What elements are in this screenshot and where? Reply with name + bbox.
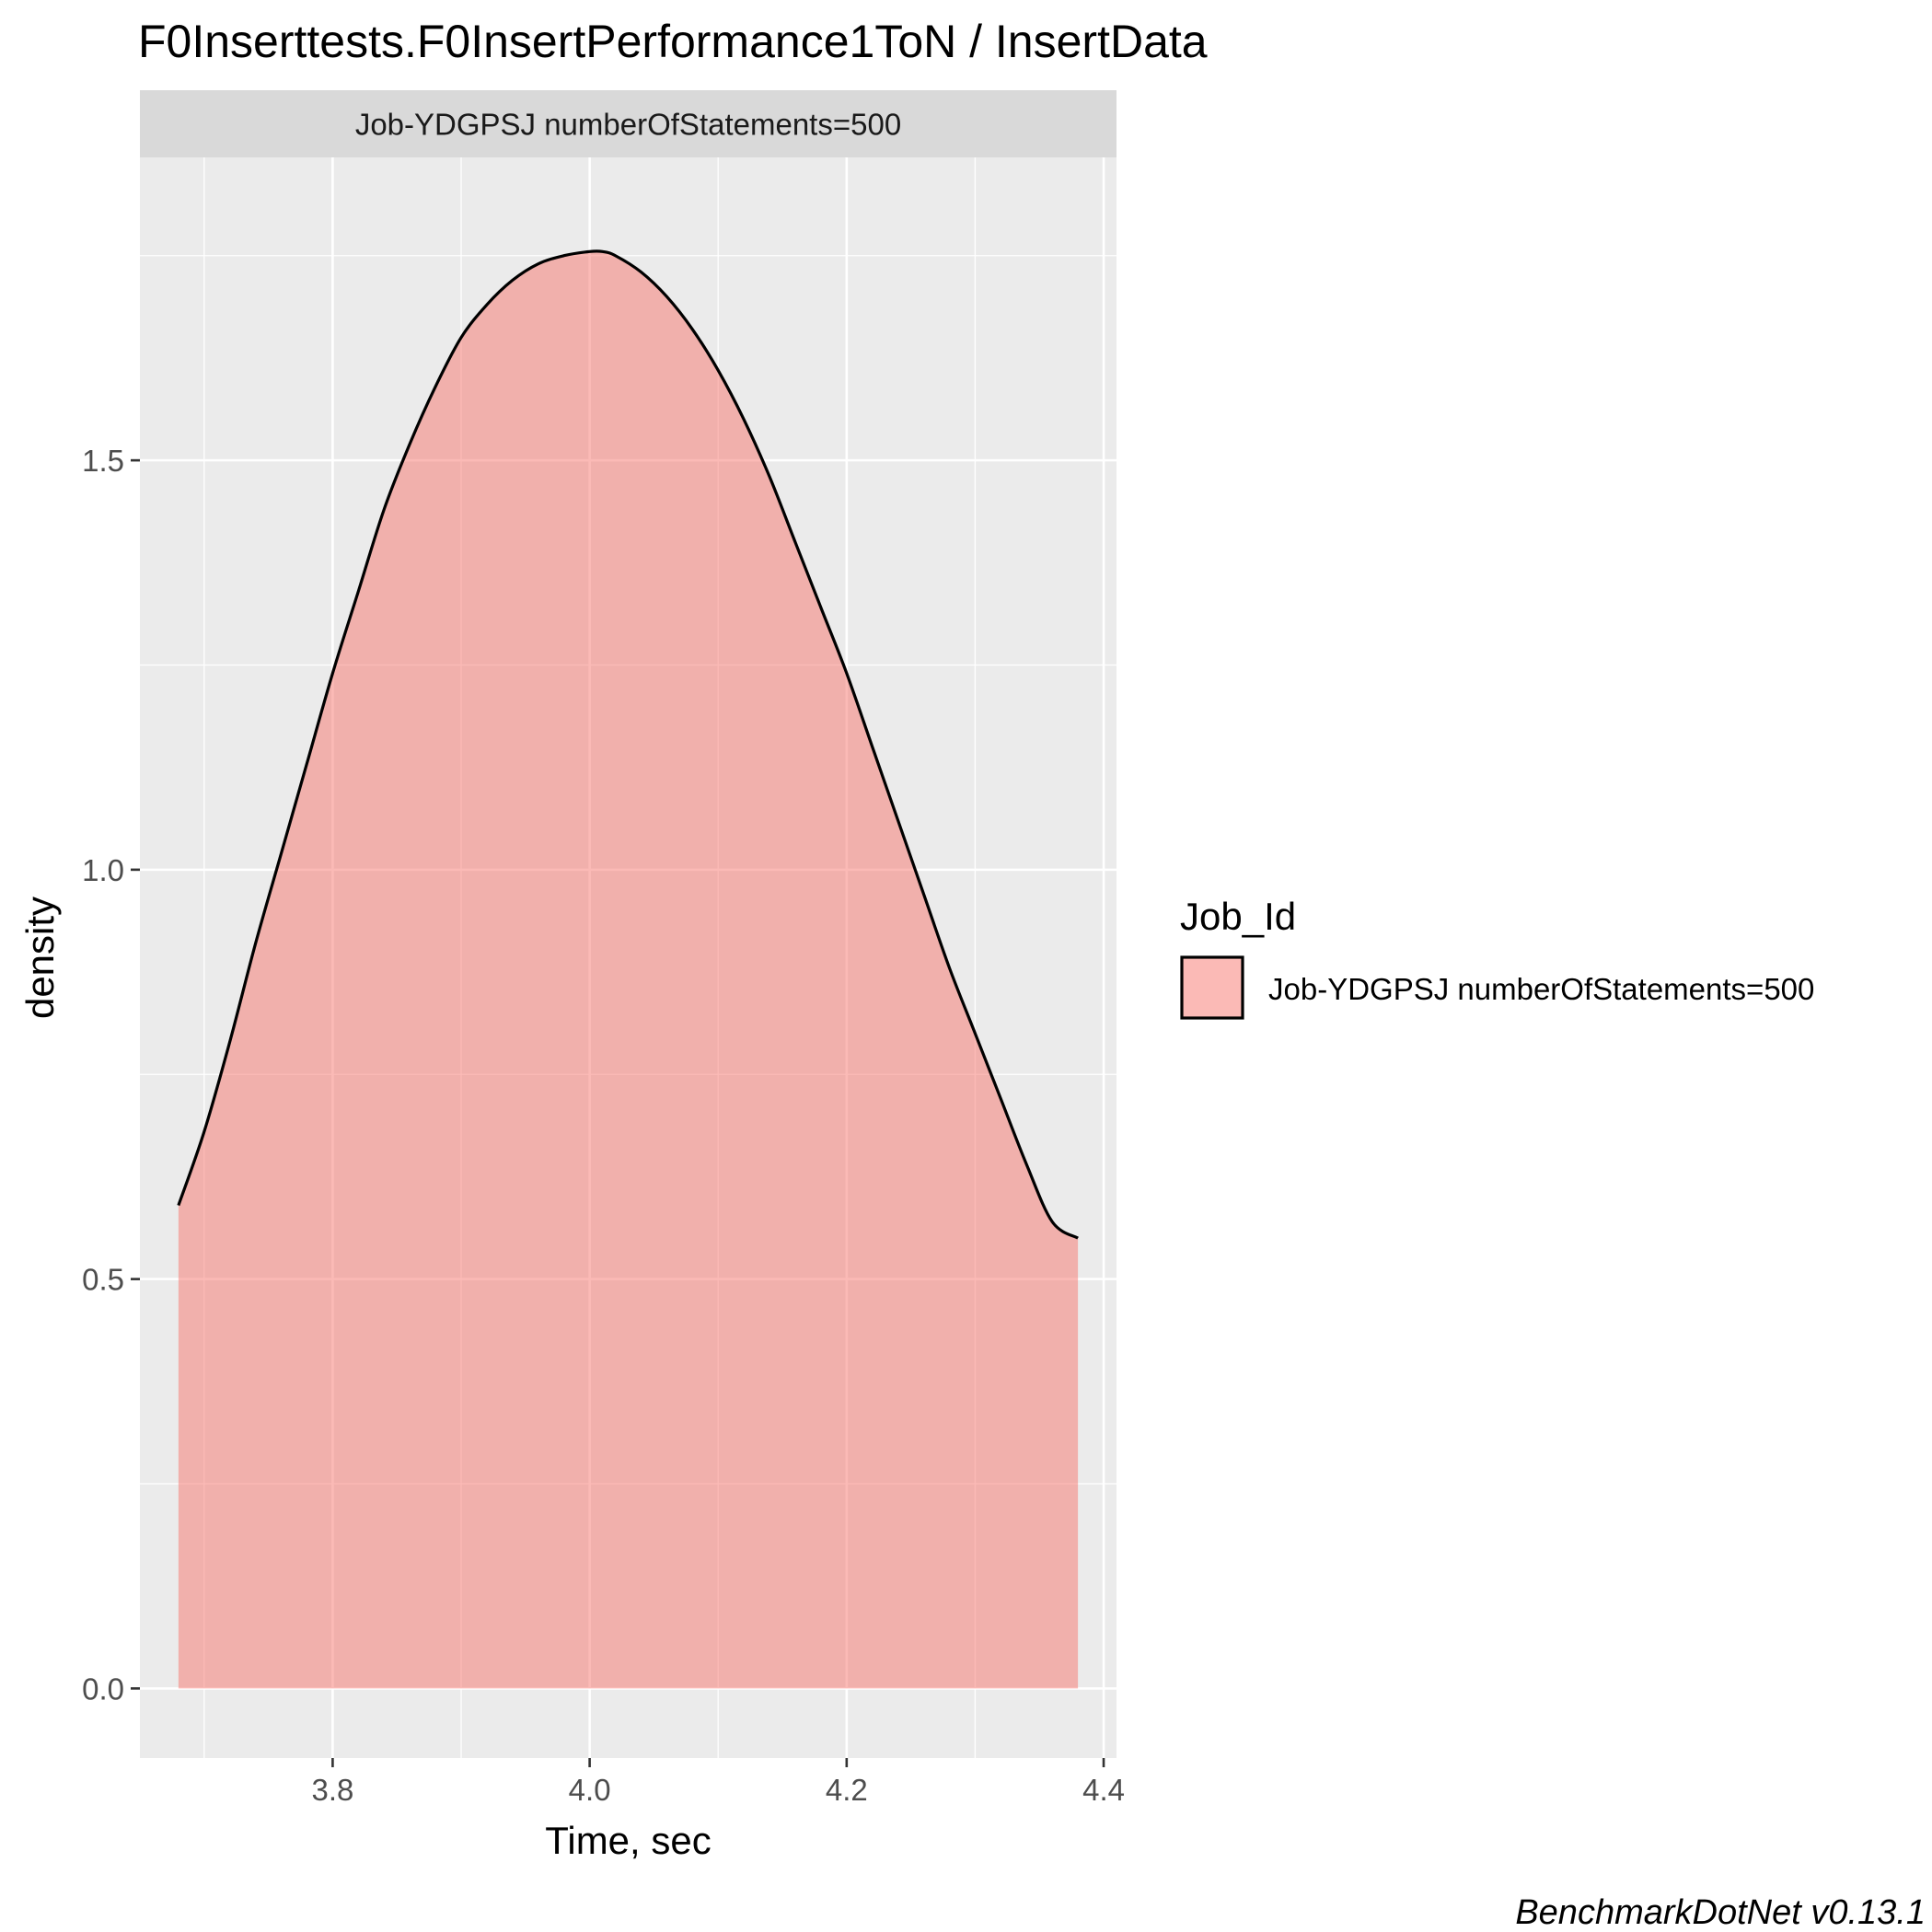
x-axis-title: Time, sec (545, 1819, 711, 1862)
y-tick-label: 1.0 (82, 853, 124, 887)
density-line-0 (177, 249, 1079, 1240)
caption: BenchmarkDotNet v0.13.1 (1515, 1893, 1926, 1932)
y-tick-label: 0.0 (82, 1672, 124, 1706)
x-tick-label: 4.4 (1082, 1773, 1125, 1807)
x-tick-label: 4.0 (569, 1773, 611, 1807)
facet-strip-label: Job-YDGPSJ numberOfStatements=500 (355, 108, 901, 142)
y-axis: 0.0 0.5 1.0 1.5 (82, 444, 140, 1706)
x-tick-label: 4.2 (826, 1773, 868, 1807)
y-axis-title: density (18, 897, 62, 1019)
y-tick-label: 0.5 (82, 1263, 124, 1297)
legend-key-swatch (1180, 955, 1244, 1020)
x-axis: 3.8 4.0 4.2 4.4 (311, 1758, 1125, 1807)
density-area-0 (178, 250, 1079, 1689)
y-tick-label: 1.5 (82, 444, 124, 478)
series-layer (177, 249, 1079, 1689)
x-tick-label: 3.8 (311, 1773, 353, 1807)
facet-strip (140, 90, 1116, 157)
legend-title: Job_Id (1180, 895, 1296, 938)
legend: Job_Id Job-YDGPSJ numberOfStatements=500 (1180, 895, 1814, 1020)
chart-title: F0Inserttests.F0InsertPerformance1ToN / … (138, 16, 1208, 67)
legend-entry-label: Job-YDGPSJ numberOfStatements=500 (1268, 972, 1814, 1006)
